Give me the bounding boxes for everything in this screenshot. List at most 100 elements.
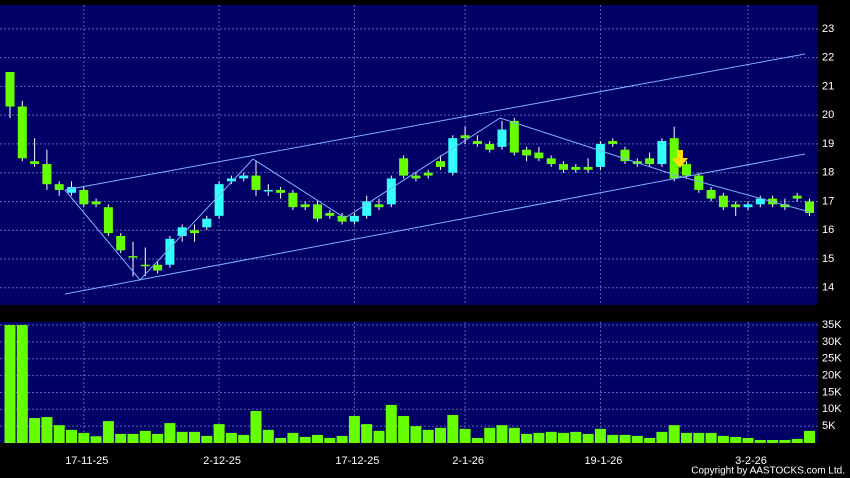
candle-body	[645, 158, 655, 165]
candle-body	[337, 215, 347, 222]
candle-body	[694, 175, 704, 190]
y-tick-label: 15	[822, 253, 834, 265]
volume-bar	[521, 433, 533, 443]
volume-bar	[361, 424, 373, 443]
candle-body	[595, 143, 605, 167]
candle-body	[116, 235, 126, 251]
volume-bar	[225, 432, 237, 443]
candle-body	[608, 141, 618, 144]
candle-body	[780, 204, 790, 208]
candle-body	[67, 187, 76, 193]
candle-body	[202, 218, 212, 228]
candle-body	[214, 184, 224, 216]
candle-body	[300, 204, 310, 208]
volume-bar	[435, 427, 446, 443]
volume-bar	[693, 432, 705, 443]
volume-bar	[213, 424, 225, 443]
x-tick-label: 2-12-25	[203, 455, 241, 467]
x-tick-label: 2-1-26	[452, 455, 484, 467]
volume-bar	[115, 433, 127, 443]
candle-body	[263, 189, 273, 192]
volume-bar	[275, 437, 287, 443]
candle-body	[128, 256, 138, 258]
volume-bar	[619, 434, 631, 443]
volume-bar	[398, 416, 410, 443]
candle-body	[620, 149, 630, 162]
candle-body	[91, 201, 101, 205]
volume-bar	[29, 418, 41, 443]
candle-body	[140, 264, 150, 267]
volume-bar	[779, 439, 791, 443]
candle-body	[706, 189, 716, 199]
volume-bar	[299, 436, 311, 443]
y-tick-label: 30K	[822, 336, 842, 348]
volume-bar	[508, 427, 520, 443]
volume-bar	[53, 425, 65, 443]
candle-body	[276, 189, 286, 193]
candle-body	[177, 227, 187, 236]
volume-bar	[607, 434, 619, 443]
candle-body	[30, 161, 40, 165]
volume-bar	[471, 437, 483, 443]
candle-body	[657, 141, 667, 165]
volume-bar	[767, 439, 779, 443]
volume-bar	[238, 434, 250, 443]
candle-body	[718, 195, 728, 208]
trend-lines	[64, 53, 811, 295]
y-tick-label: 20K	[822, 369, 842, 381]
volume-bar	[582, 433, 594, 443]
candle-body	[805, 201, 814, 213]
volume-bar	[262, 429, 274, 443]
volume-bar	[459, 428, 471, 443]
volume-bar	[250, 410, 262, 443]
volume-bar	[705, 432, 717, 443]
candle-body	[288, 192, 298, 208]
volume-bar	[385, 404, 397, 443]
y-tick-label: 25K	[822, 353, 842, 365]
candle-body	[5, 72, 15, 107]
x-tick-label: 17-12-25	[335, 455, 379, 467]
volume-bar	[484, 427, 496, 443]
volume-bar	[78, 432, 90, 443]
candle-body	[313, 204, 322, 219]
volume-bar	[66, 429, 77, 443]
candle-body	[226, 178, 236, 182]
candle-body	[423, 172, 433, 176]
volume-bar	[139, 430, 151, 443]
channel-upper	[64, 53, 806, 191]
volume-bar	[410, 426, 422, 443]
volume-bar	[656, 431, 668, 443]
volume-bar	[730, 436, 742, 443]
copyright: Copyright by AASTOCKS.com Ltd.	[691, 466, 845, 477]
volume-bar	[754, 439, 766, 443]
candle-body	[399, 158, 409, 176]
volume-bar	[90, 436, 102, 443]
candle-body	[460, 135, 470, 139]
candle-body	[546, 158, 556, 165]
candle-body	[349, 215, 359, 222]
marks	[4, 72, 815, 443]
volume-bar	[41, 417, 53, 443]
candle-body	[448, 138, 458, 173]
volume-bar	[594, 428, 606, 443]
candle-body	[325, 212, 335, 216]
candle-body	[559, 164, 568, 170]
candle-body	[485, 143, 495, 150]
candle-body	[42, 164, 52, 185]
candle-body	[682, 164, 691, 176]
volume-bar	[312, 434, 323, 443]
candle-body	[153, 264, 163, 271]
y-tick-label: 19	[822, 138, 834, 150]
y-tick-label: 35K	[822, 319, 842, 331]
volume-bar	[668, 425, 680, 443]
volume-bar	[558, 432, 569, 443]
candle-body	[571, 166, 581, 170]
candle-body	[17, 106, 27, 159]
volume-bar	[176, 431, 188, 443]
volume-bar	[189, 431, 200, 443]
candle-body	[251, 175, 261, 190]
candle-body	[743, 204, 753, 208]
candle-body	[522, 149, 532, 156]
volume-bar	[681, 432, 692, 443]
